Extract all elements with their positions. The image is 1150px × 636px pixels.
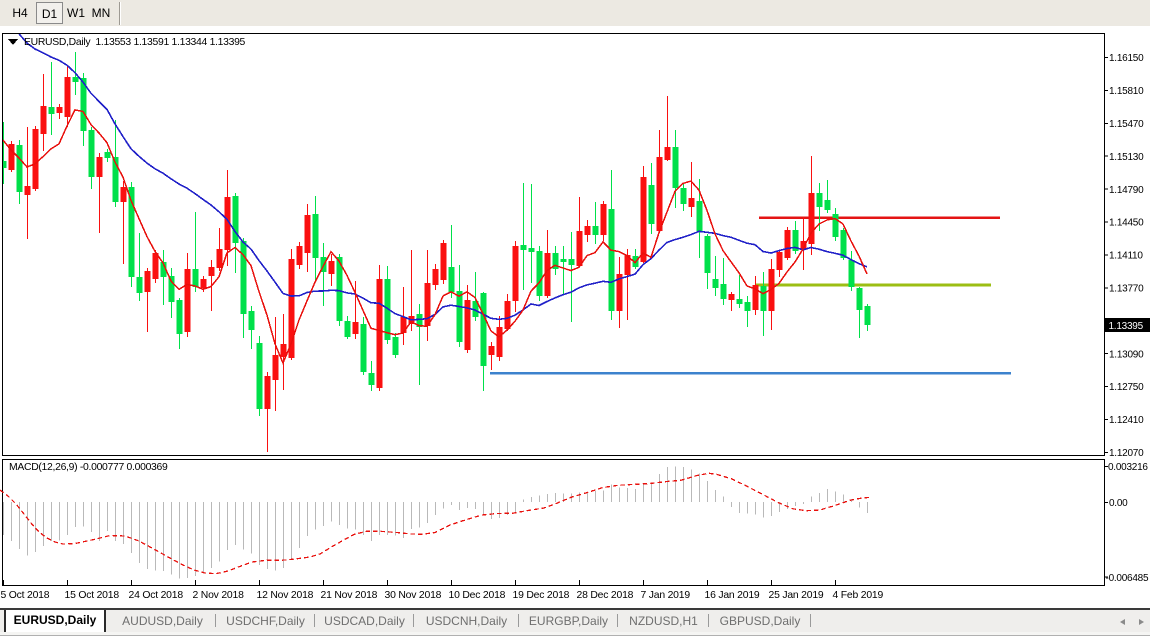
- svg-text:19 Dec 2018: 19 Dec 2018: [513, 590, 570, 601]
- svg-text:-0.006485: -0.006485: [1106, 573, 1149, 584]
- svg-text:1.13395: 1.13395: [1109, 321, 1144, 332]
- svg-text:1.12750: 1.12750: [1109, 382, 1144, 393]
- svg-text:25 Jan 2019: 25 Jan 2019: [769, 590, 824, 601]
- svg-text:1.14450: 1.14450: [1109, 218, 1144, 229]
- svg-text:1.12410: 1.12410: [1109, 415, 1144, 426]
- svg-text:21 Nov 2018: 21 Nov 2018: [321, 590, 378, 601]
- svg-text:1.14110: 1.14110: [1109, 251, 1143, 262]
- svg-text:28 Dec 2018: 28 Dec 2018: [577, 590, 634, 601]
- svg-text:0.00: 0.00: [1109, 498, 1128, 509]
- svg-text:5 Oct 2018: 5 Oct 2018: [1, 590, 50, 601]
- svg-text:1.15470: 1.15470: [1109, 119, 1144, 130]
- svg-text:15 Oct 2018: 15 Oct 2018: [65, 590, 120, 601]
- svg-text:30 Nov 2018: 30 Nov 2018: [385, 590, 442, 601]
- svg-text:0.003216: 0.003216: [1108, 462, 1148, 473]
- svg-text:12 Nov 2018: 12 Nov 2018: [257, 590, 314, 601]
- svg-text:10 Dec 2018: 10 Dec 2018: [449, 590, 506, 601]
- svg-text:1.16150: 1.16150: [1109, 53, 1144, 64]
- svg-text:EURUSD,Daily 1.13553 1.13591: EURUSD,Daily 1.13553 1.13591 1.13344 1.1…: [24, 37, 246, 48]
- svg-text:24 Oct 2018: 24 Oct 2018: [129, 590, 184, 601]
- svg-text:MACD(12,26,9) -0.000777 0.0003: MACD(12,26,9) -0.000777 0.000369: [9, 462, 168, 473]
- svg-text:7 Jan 2019: 7 Jan 2019: [641, 590, 691, 601]
- svg-text:2 Nov 2018: 2 Nov 2018: [193, 590, 245, 601]
- svg-text:1.15810: 1.15810: [1109, 86, 1144, 97]
- svg-text:4 Feb 2019: 4 Feb 2019: [833, 590, 884, 601]
- svg-text:1.14790: 1.14790: [1109, 185, 1144, 196]
- svg-text:1.13090: 1.13090: [1109, 349, 1144, 360]
- svg-text:1.13770: 1.13770: [1109, 284, 1144, 295]
- svg-text:1.15130: 1.15130: [1109, 152, 1144, 163]
- svg-text:1.12070: 1.12070: [1109, 448, 1144, 459]
- svg-text:16 Jan 2019: 16 Jan 2019: [705, 590, 760, 601]
